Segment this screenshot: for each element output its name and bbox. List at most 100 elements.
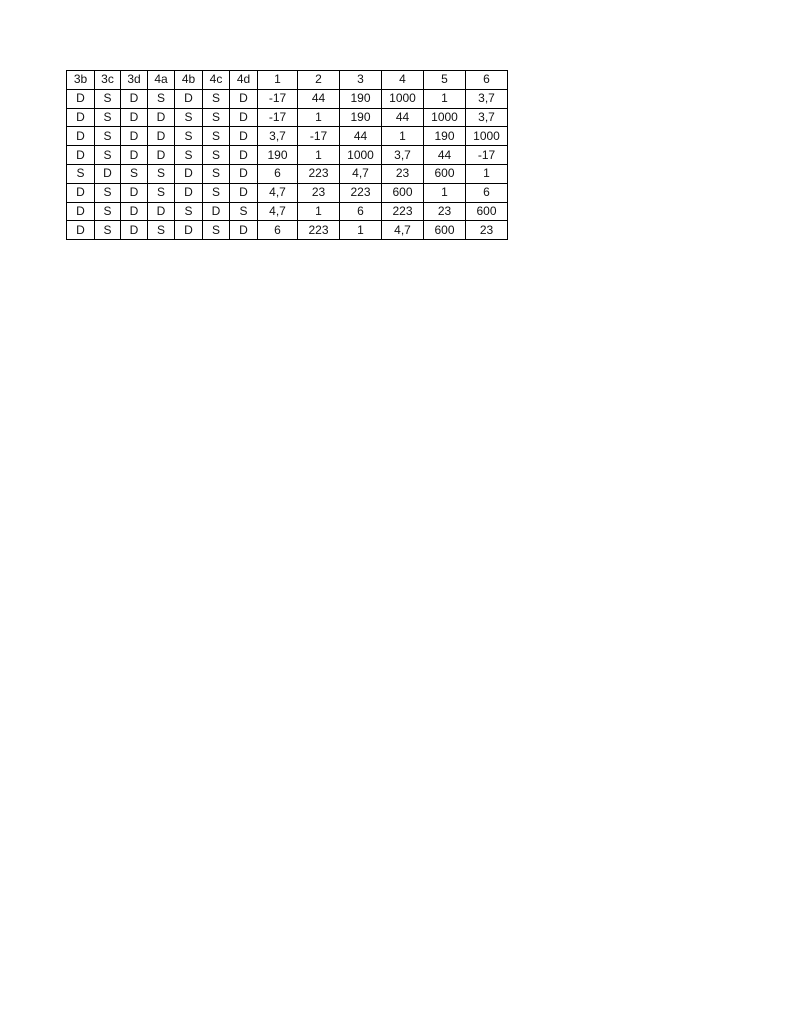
table-cell: D	[147, 145, 175, 165]
table-row: D S D D S S D 3,7 -17 44 1 190 1000	[66, 126, 508, 147]
table-cell: D	[147, 126, 175, 147]
table-cell: 223	[297, 163, 340, 184]
table-cell: D	[229, 107, 258, 128]
table-cell: 1	[297, 107, 340, 128]
table-cell: S	[174, 126, 203, 147]
table-cell: S	[147, 182, 175, 203]
table-cell: D	[174, 220, 203, 241]
table-cell: D	[120, 220, 148, 241]
table-cell: D	[120, 107, 148, 128]
table-cell: 190	[339, 107, 382, 128]
table-cell: 1	[381, 126, 424, 147]
table-cell: 600	[423, 220, 466, 241]
table-cell: S	[174, 107, 203, 128]
table-cell: 600	[423, 163, 466, 184]
table-cell: S	[202, 88, 230, 109]
table-cell: 223	[381, 201, 424, 222]
table-cell: D	[66, 201, 95, 222]
header-cell: 4a	[147, 70, 175, 90]
table-row: D S D S D S D 4,7 23 223 600 1 6	[66, 182, 508, 203]
table-cell: 1000	[339, 145, 382, 165]
table-cell: 1000	[423, 107, 466, 128]
table-cell: D	[120, 126, 148, 147]
table-cell: 44	[423, 145, 466, 165]
table-cell: 23	[381, 163, 424, 184]
table-cell: S	[202, 220, 230, 241]
table-cell: 3,7	[465, 107, 508, 128]
header-cell: 3b	[66, 70, 95, 90]
header-cell: 2	[297, 70, 340, 90]
table-cell: -17	[257, 107, 298, 128]
table-cell: D	[120, 145, 148, 165]
table-cell: 6	[257, 163, 298, 184]
table-cell: D	[94, 163, 121, 184]
header-cell: 5	[423, 70, 466, 90]
table-cell: D	[120, 201, 148, 222]
table-cell: S	[202, 182, 230, 203]
table-cell: D	[147, 201, 175, 222]
table-cell: D	[229, 145, 258, 165]
table-cell: D	[66, 220, 95, 241]
table-cell: 1000	[465, 126, 508, 147]
table-cell: D	[120, 88, 148, 109]
table-cell: 4,7	[257, 201, 298, 222]
table-cell: S	[202, 145, 230, 165]
table-cell: 1	[423, 182, 466, 203]
table-cell: S	[94, 88, 121, 109]
table-cell: D	[174, 182, 203, 203]
table-cell: 6	[257, 220, 298, 241]
table-row: D S D S D S D -17 44 190 1000 1 3,7	[66, 88, 508, 109]
table-row: D S D D S S D -17 1 190 44 1000 3,7	[66, 107, 508, 128]
table-cell: 44	[297, 88, 340, 109]
table-cell: 223	[297, 220, 340, 241]
table-cell: D	[229, 88, 258, 109]
table-cell: S	[94, 182, 121, 203]
table-cell: D	[66, 145, 95, 165]
table-cell: S	[147, 220, 175, 241]
table-row: S D S S D S D 6 223 4,7 23 600 1	[66, 163, 508, 184]
header-cell: 4b	[174, 70, 203, 90]
table-cell: S	[94, 126, 121, 147]
table-cell: -17	[465, 145, 508, 165]
table-cell: 1	[297, 201, 340, 222]
table-cell: 1	[297, 145, 340, 165]
table-cell: 23	[423, 201, 466, 222]
table-cell: 4,7	[257, 182, 298, 203]
table-cell: -17	[257, 88, 298, 109]
table-cell: 3,7	[257, 126, 298, 147]
table-cell: 190	[339, 88, 382, 109]
table-cell: S	[147, 88, 175, 109]
header-cell: 3	[339, 70, 382, 90]
table-cell: 6	[465, 182, 508, 203]
table-row: D S D D S D S 4,7 1 6 223 23 600	[66, 201, 508, 222]
table-cell: 3,7	[381, 145, 424, 165]
header-cell: 3d	[120, 70, 148, 90]
table-row: D S D D S S D 190 1 1000 3,7 44 -17	[66, 145, 508, 165]
table-cell: S	[202, 126, 230, 147]
table-cell: 3,7	[465, 88, 508, 109]
table-cell: 1	[465, 163, 508, 184]
table-cell: D	[66, 107, 95, 128]
table-cell: S	[120, 163, 148, 184]
header-cell: 4d	[229, 70, 258, 90]
header-row: 3b 3c 3d 4a 4b 4c 4d 1 2 3 4 5 6	[66, 70, 508, 90]
table-cell: S	[66, 163, 95, 184]
table-cell: 6	[339, 201, 382, 222]
table-cell: 4,7	[381, 220, 424, 241]
table-cell: -17	[297, 126, 340, 147]
table-cell: D	[174, 163, 203, 184]
table-cell: 44	[339, 126, 382, 147]
table-cell: S	[202, 163, 230, 184]
table-cell: D	[229, 182, 258, 203]
table-cell: 23	[297, 182, 340, 203]
table-cell: 190	[423, 126, 466, 147]
table-cell: S	[94, 107, 121, 128]
table-cell: D	[229, 126, 258, 147]
table-cell: S	[174, 145, 203, 165]
table-cell: S	[229, 201, 258, 222]
table-cell: 23	[465, 220, 508, 241]
table-cell: 1	[339, 220, 382, 241]
table-cell: S	[94, 145, 121, 165]
table-cell: 1000	[381, 88, 424, 109]
header-cell: 4	[381, 70, 424, 90]
